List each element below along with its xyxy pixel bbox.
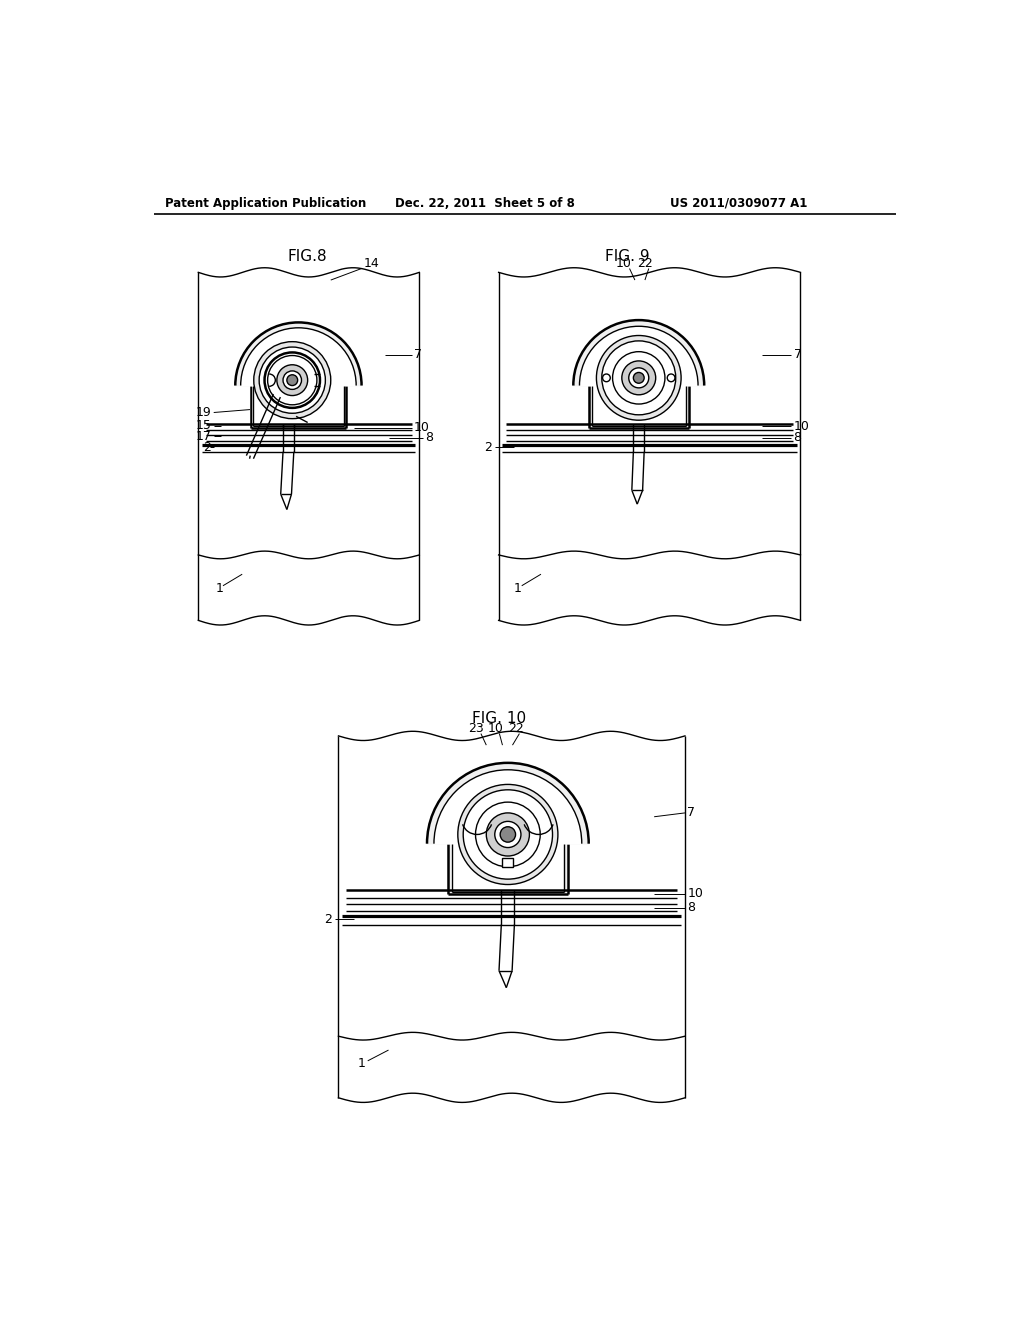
Text: FIG. 10: FIG. 10 [472,711,525,726]
Text: 22: 22 [637,256,652,269]
Text: 1: 1 [514,582,522,594]
Polygon shape [573,321,705,428]
Text: 7: 7 [687,807,695,820]
Text: 23: 23 [468,722,483,735]
Circle shape [668,374,675,381]
Circle shape [259,347,326,413]
Circle shape [602,374,610,381]
Text: 2: 2 [325,912,333,925]
Text: FIG. 9: FIG. 9 [605,249,649,264]
Text: 1: 1 [215,582,223,594]
Polygon shape [236,322,361,428]
Text: 2: 2 [204,441,211,454]
Text: 8: 8 [687,902,695,915]
Circle shape [254,342,331,418]
Text: 10: 10 [414,421,430,434]
Circle shape [602,341,676,414]
Text: FIG.8: FIG.8 [288,249,328,264]
Text: 8: 8 [425,432,433,445]
Circle shape [596,335,681,420]
Text: 8: 8 [794,432,802,445]
Text: 14: 14 [364,256,380,269]
Text: Patent Application Publication: Patent Application Publication [165,197,366,210]
Text: 17: 17 [196,430,211,444]
Circle shape [634,372,644,383]
Circle shape [287,375,298,385]
Text: 10: 10 [687,887,703,900]
Text: 10: 10 [615,256,632,269]
Text: 1: 1 [357,1056,366,1069]
Circle shape [500,826,515,842]
Text: 10: 10 [794,420,809,433]
Circle shape [495,821,521,847]
Polygon shape [580,326,698,426]
Circle shape [276,364,307,396]
Circle shape [622,360,655,395]
Text: 10: 10 [487,722,504,735]
Bar [503,858,513,867]
Text: 19: 19 [196,407,211,418]
Text: 2: 2 [484,441,493,454]
Text: Dec. 22, 2011  Sheet 5 of 8: Dec. 22, 2011 Sheet 5 of 8 [395,197,574,210]
Text: 7: 7 [794,348,802,362]
Polygon shape [427,763,589,894]
Text: 7: 7 [414,348,422,362]
Circle shape [629,368,649,388]
Text: 15: 15 [196,418,211,432]
Circle shape [283,371,301,389]
Circle shape [463,789,553,879]
Circle shape [458,784,558,884]
Polygon shape [434,770,582,892]
Polygon shape [241,327,356,426]
Text: US 2011/0309077 A1: US 2011/0309077 A1 [670,197,808,210]
Circle shape [486,813,529,857]
Text: 22: 22 [508,722,523,735]
